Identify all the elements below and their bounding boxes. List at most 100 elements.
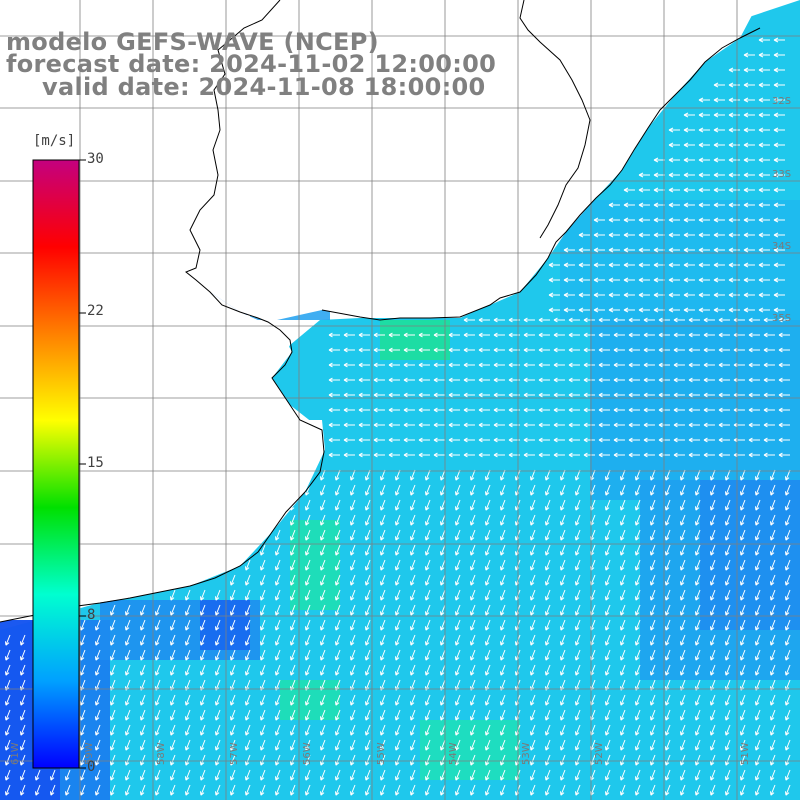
wind-arrow bbox=[544, 769, 551, 781]
wind-arrow bbox=[698, 187, 710, 193]
wind-arrow bbox=[638, 187, 650, 193]
wind-arrow bbox=[349, 649, 356, 661]
wind-arrow bbox=[409, 589, 416, 601]
wind-arrow bbox=[559, 544, 566, 556]
wind-arrow bbox=[343, 347, 355, 353]
wind-arrow bbox=[754, 724, 761, 736]
lat-label: 32S bbox=[772, 96, 791, 107]
wind-arrow bbox=[289, 754, 296, 766]
wind-arrow bbox=[739, 649, 746, 661]
wind-arrow bbox=[548, 262, 560, 268]
wind-arrow bbox=[713, 217, 725, 223]
wind-arrow bbox=[698, 232, 710, 238]
wind-arrow bbox=[139, 619, 146, 631]
wind-arrow bbox=[769, 634, 776, 646]
wind-arrow bbox=[304, 724, 311, 736]
wind-arrow bbox=[529, 754, 536, 766]
wind-arrow bbox=[463, 407, 475, 413]
wind-arrow bbox=[94, 754, 101, 766]
wind-arrow bbox=[638, 232, 650, 238]
wind-arrow bbox=[544, 604, 551, 616]
wind-arrow bbox=[403, 407, 415, 413]
wind-arrow bbox=[424, 529, 431, 541]
wind-arrow bbox=[388, 377, 400, 383]
wind-arrow bbox=[688, 437, 700, 443]
wind-arrow bbox=[79, 769, 86, 781]
wind-arrow bbox=[529, 619, 536, 631]
wind-arrow bbox=[679, 724, 686, 736]
wind-arrow bbox=[343, 392, 355, 398]
wind-arrow bbox=[169, 754, 176, 766]
wind-arrow bbox=[743, 232, 755, 238]
wind-arrow bbox=[769, 769, 776, 781]
wind-arrow bbox=[583, 422, 595, 428]
wind-arrow bbox=[289, 664, 296, 676]
wind-arrow bbox=[169, 694, 176, 706]
wind-arrow bbox=[553, 377, 565, 383]
wind-arrow bbox=[499, 514, 506, 526]
wind-arrow bbox=[688, 377, 700, 383]
wind-arrow bbox=[319, 649, 326, 661]
wind-arrow bbox=[364, 589, 371, 601]
wind-arrow bbox=[439, 529, 446, 541]
wind-arrow bbox=[439, 559, 446, 571]
wind-arrow bbox=[439, 589, 446, 601]
wind-arrow bbox=[4, 649, 11, 661]
wind-arrow bbox=[274, 544, 281, 556]
wind-arrow bbox=[673, 452, 685, 458]
wind-arrow bbox=[319, 499, 326, 511]
wind-arrow bbox=[604, 664, 611, 676]
wind-arrow bbox=[424, 544, 431, 556]
wind-arrow bbox=[439, 619, 446, 631]
wind-arrow bbox=[728, 307, 740, 313]
wind-arrow bbox=[469, 754, 476, 766]
wind-arrow bbox=[94, 694, 101, 706]
coastline bbox=[0, 0, 761, 623]
wind-arrow bbox=[529, 694, 536, 706]
wind-arrow bbox=[454, 589, 461, 601]
wind-arrow bbox=[739, 604, 746, 616]
wind-arrow bbox=[598, 362, 610, 368]
wind-arrow bbox=[709, 754, 716, 766]
wind-arrow bbox=[484, 709, 491, 721]
wind-arrow bbox=[758, 127, 770, 133]
wind-arrow bbox=[94, 649, 101, 661]
wind-arrow bbox=[454, 484, 461, 496]
wind-arrow bbox=[523, 347, 535, 353]
wind-arrow bbox=[623, 262, 635, 268]
wind-arrow bbox=[199, 754, 206, 766]
wind-arrow bbox=[454, 694, 461, 706]
wind-arrow bbox=[769, 709, 776, 721]
wind-arrow bbox=[773, 172, 785, 178]
wind-arrow bbox=[394, 499, 401, 511]
wind-arrow bbox=[364, 634, 371, 646]
wind-arrow bbox=[743, 202, 755, 208]
wind-arrow bbox=[328, 377, 340, 383]
wind-arrow bbox=[373, 347, 385, 353]
wind-arrow bbox=[634, 634, 641, 646]
wind-arrow bbox=[698, 262, 710, 268]
wind-arrow bbox=[643, 317, 655, 323]
wind-arrow bbox=[728, 82, 740, 88]
wind-arrow bbox=[548, 277, 560, 283]
wind-arrow bbox=[664, 724, 671, 736]
wind-arrow bbox=[668, 157, 680, 163]
wind-arrow bbox=[343, 452, 355, 458]
wind-arrow bbox=[688, 392, 700, 398]
wind-arrow bbox=[349, 769, 356, 781]
wind-arrow bbox=[743, 82, 755, 88]
wind-arrow bbox=[649, 514, 656, 526]
wind-arrow bbox=[613, 452, 625, 458]
wind-arrow bbox=[769, 529, 776, 541]
wind-arrow bbox=[758, 187, 770, 193]
wind-arrow bbox=[593, 247, 605, 253]
wind-arrow bbox=[769, 739, 776, 751]
wind-arrow bbox=[403, 362, 415, 368]
wind-arrow bbox=[394, 649, 401, 661]
wind-arrow bbox=[349, 559, 356, 571]
wind-arrow bbox=[743, 217, 755, 223]
colorbar-tickmarks bbox=[79, 159, 86, 769]
wind-arrow bbox=[184, 634, 191, 646]
wind-arrow bbox=[349, 469, 356, 481]
wind-arrow bbox=[668, 307, 680, 313]
